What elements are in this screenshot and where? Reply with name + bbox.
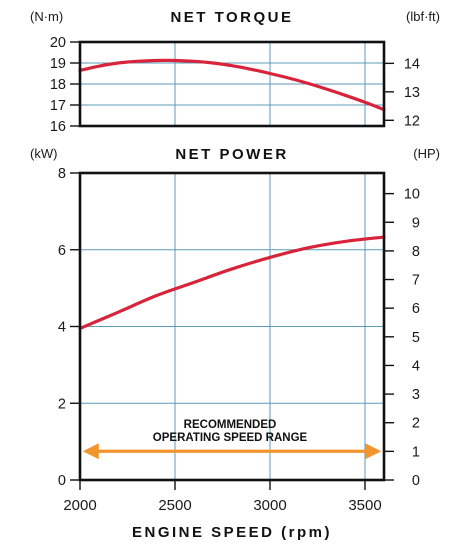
power-title: NET POWER	[175, 146, 288, 163]
x-axis: 2000 2500 3000 3500	[63, 480, 382, 514]
power-curve	[78, 235, 386, 331]
torque-right-unit: (lbf·ft)	[406, 9, 440, 24]
power-panel: (kW) NET POWER (HP) 0 2 4 6 8 0 1 2 3 4 5 6 7 8 9 10 R…	[30, 146, 440, 541]
x-axis-tick-label: 2000	[63, 497, 96, 514]
power-left-unit: (kW)	[30, 146, 57, 161]
torque-left-tick-label: 17	[50, 98, 66, 114]
torque-left-tick-label: 20	[50, 35, 66, 51]
torque-right-tick-label: 12	[404, 113, 420, 129]
power-right-tick-label: 8	[412, 244, 420, 260]
torque-frame	[78, 40, 386, 128]
torque-curve	[78, 58, 386, 112]
power-left-tick-label: 2	[58, 396, 66, 412]
torque-left-axis: 16 17 18 19 20	[50, 35, 80, 135]
torque-right-tick-label: 14	[404, 56, 420, 72]
annotation-line-2: OPERATING SPEED RANGE	[153, 432, 308, 444]
power-right-tick-label: 10	[404, 187, 420, 203]
power-right-tick-label: 4	[412, 358, 420, 374]
power-right-tick-label: 7	[412, 273, 420, 289]
operating-range-annotation: RECOMMENDED OPERATING SPEED RANGE	[82, 419, 382, 460]
x-axis-tick-label: 2500	[158, 497, 191, 514]
x-axis-label: ENGINE SPEED (rpm)	[132, 524, 332, 541]
power-frame	[78, 171, 386, 482]
power-left-tick-label: 0	[58, 473, 66, 489]
x-axis-tick-label: 3000	[253, 497, 286, 514]
torque-right-axis: 12 13 14	[384, 56, 420, 129]
power-right-axis: 0 1 2 3 4 5 6 7 8 9 10	[384, 187, 420, 489]
torque-title: NET TORQUE	[170, 9, 293, 26]
power-right-tick-label: 9	[412, 215, 420, 231]
power-left-tick-label: 6	[58, 243, 66, 259]
torque-left-tick-label: 19	[50, 56, 66, 72]
power-grid	[80, 173, 384, 480]
power-right-tick-label: 0	[412, 473, 420, 489]
power-right-tick-label: 6	[412, 301, 420, 317]
torque-grid	[80, 42, 384, 126]
power-right-unit: (HP)	[413, 146, 440, 161]
torque-right-tick-label: 13	[404, 85, 420, 101]
power-right-tick-label: 1	[412, 444, 420, 460]
annotation-line-1: RECOMMENDED	[184, 419, 277, 431]
power-right-tick-label: 5	[412, 330, 420, 346]
power-right-tick-label: 2	[412, 416, 420, 432]
torque-left-unit: (N·m)	[30, 9, 63, 24]
torque-left-tick-label: 16	[50, 119, 66, 135]
power-right-tick-label: 3	[412, 387, 420, 403]
power-left-tick-label: 4	[58, 320, 66, 336]
torque-left-tick-label: 18	[50, 77, 66, 93]
power-left-axis: 0 2 4 6 8	[58, 166, 80, 489]
power-left-tick-label: 8	[58, 166, 66, 182]
x-axis-tick-label: 3500	[348, 497, 381, 514]
